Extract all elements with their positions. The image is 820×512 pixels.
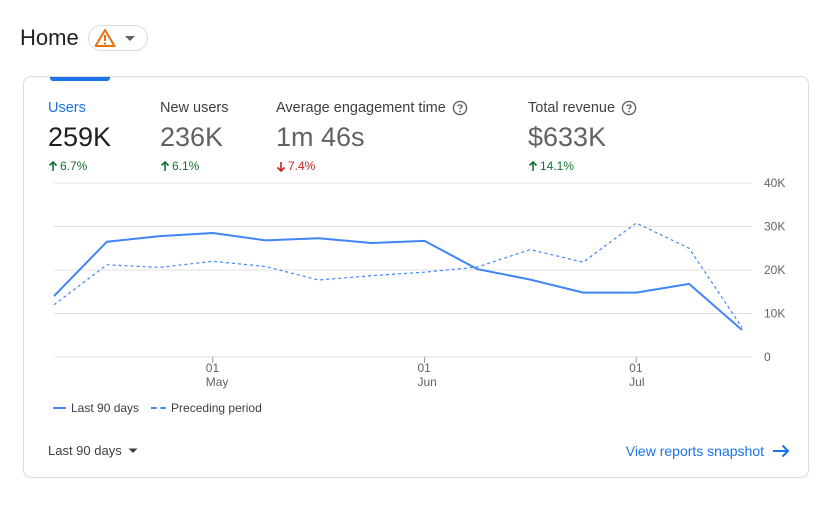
- metric-delta: 6.7%: [48, 159, 111, 173]
- arrow-up-icon: [48, 160, 58, 171]
- metric-delta: 14.1%: [528, 159, 637, 173]
- metric-value: 259K: [48, 122, 112, 152]
- page-title: Home: [20, 25, 79, 50]
- legend-swatch-solid: [53, 407, 66, 409]
- y-tick-label: 0: [764, 350, 771, 364]
- caret-down-icon: [128, 448, 138, 453]
- metric-delta: 7.4%: [276, 159, 468, 173]
- metric-label: Average engagement time: [276, 99, 468, 117]
- date-range-dropdown[interactable]: Last 90 days: [48, 443, 138, 458]
- chart-legend: Last 90 days Preceding period: [53, 401, 268, 415]
- help-icon[interactable]: [621, 100, 637, 116]
- home-overview-card: Users 259K 6.7% New users 236K 6.1% Aver…: [23, 76, 809, 478]
- metric-label: Users: [48, 100, 86, 116]
- legend-item-preceding-period[interactable]: Preceding period: [151, 401, 262, 415]
- help-icon[interactable]: [452, 100, 468, 116]
- arrow-down-icon: [276, 161, 286, 172]
- view-reports-snapshot-link[interactable]: View reports snapshot: [626, 443, 790, 459]
- metric-value: $633K: [528, 122, 607, 152]
- x-tick-day: 01: [417, 361, 431, 375]
- legend-swatch-dashed: [151, 407, 167, 409]
- series-line-last-90-days: [53, 232, 743, 331]
- arrow-up-icon: [528, 160, 538, 171]
- arrow-up-icon: [160, 160, 170, 171]
- metric-label: Total revenue: [528, 99, 637, 117]
- y-tick-label: 30K: [764, 220, 785, 234]
- y-tick-label: 20K: [764, 263, 785, 277]
- metric-value: 236K: [160, 122, 224, 152]
- property-warning-dropdown[interactable]: [88, 25, 148, 51]
- x-tick-day: 01: [629, 361, 643, 375]
- arrow-right-icon: [773, 444, 790, 458]
- x-tick-month: Jun: [417, 375, 436, 389]
- x-tick-month: Jul: [629, 375, 644, 389]
- metric-delta: 6.1%: [160, 159, 229, 173]
- metric-users[interactable]: Users 259K 6.7%: [48, 99, 111, 173]
- metric-label: New users: [160, 100, 229, 116]
- x-tick-day: 01: [206, 361, 220, 375]
- x-tick-month: May: [206, 375, 229, 389]
- metric-new-users[interactable]: New users 236K 6.1%: [160, 99, 229, 173]
- warning-icon: [94, 29, 116, 47]
- y-tick-label: 10K: [764, 307, 785, 321]
- caret-down-icon: [125, 36, 135, 41]
- legend-item-last-90-days[interactable]: Last 90 days: [53, 401, 139, 415]
- selected-metric-indicator: [50, 77, 110, 81]
- series-line-preceding-period: [53, 222, 743, 328]
- y-tick-label: 40K: [764, 177, 785, 190]
- metric-value: 1m 46s: [276, 122, 365, 152]
- metric-total-revenue[interactable]: Total revenue $633K 14.1%: [528, 99, 637, 173]
- metric-average-engagement-time[interactable]: Average engagement time 1m 46s 7.4%: [276, 99, 468, 173]
